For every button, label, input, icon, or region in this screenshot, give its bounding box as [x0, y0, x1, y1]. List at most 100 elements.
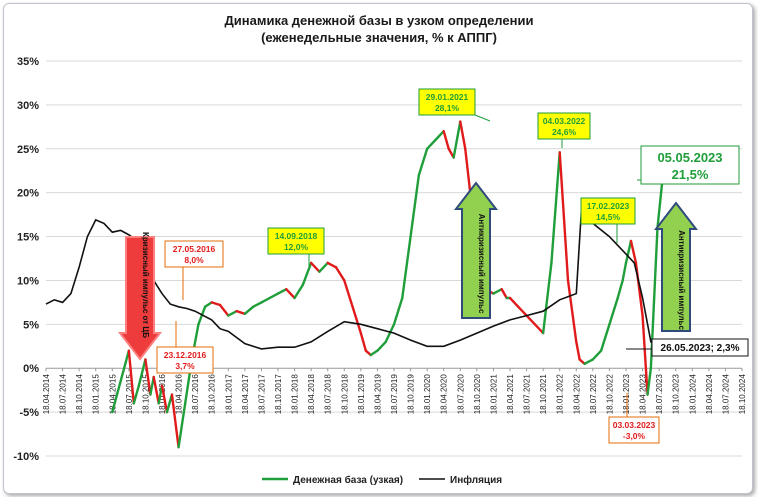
x-tick-label: 18.01.2018 [291, 374, 300, 415]
money-base-segment [359, 331, 368, 352]
money-base-segment [144, 358, 152, 396]
money-base-segment [392, 296, 404, 326]
money-base-segment [621, 261, 628, 282]
money-base-segment [641, 314, 649, 396]
annotation-value: -3,0% [623, 431, 646, 441]
x-tick-label: 18.07.2024 [721, 374, 730, 415]
money-base-segment [276, 288, 288, 295]
money-base-segment [646, 367, 653, 396]
x-tick-label: 18.01.2024 [688, 374, 697, 415]
x-tick-label: 18.07.2021 [523, 374, 532, 415]
annotation-box [651, 338, 749, 357]
x-tick-label: 18.10.2021 [539, 374, 548, 415]
inflation-line [45, 210, 693, 350]
money-base-segment [309, 261, 321, 273]
x-tick-label: 18.01.2021 [489, 374, 498, 415]
money-base-segment [541, 261, 553, 335]
x-tick-label: 18.07.2020 [456, 374, 465, 415]
money-base-segment [401, 235, 412, 300]
annotation-box [156, 346, 214, 374]
money-base-segment [260, 296, 271, 304]
anticrisis-arrow-2020-label: Антикризисный импульс [477, 214, 486, 314]
money-base-segment [177, 402, 187, 449]
chart-title: Динамика денежной базы в узком определен… [225, 13, 534, 28]
crisis-arrow-label: Кризисный импульс от ЦБ [141, 232, 150, 338]
money-base-segment [293, 283, 305, 300]
y-tick-label: 0% [23, 363, 39, 375]
money-base-segment [334, 266, 346, 282]
x-tick-label: 18.04.2018 [307, 374, 316, 415]
annotation-date: 27.05.2016 [173, 244, 216, 254]
money-base-segment [459, 120, 467, 150]
x-tick-label: 18.07.2015 [125, 374, 134, 415]
money-base-segment [550, 151, 561, 265]
x-tick-label: 18.10.2018 [340, 374, 349, 415]
annotation-box [164, 240, 224, 268]
y-tick-label: 10% [17, 275, 39, 287]
anticrisis-arrow-2020 [453, 181, 499, 319]
money-base-segment [533, 323, 545, 335]
x-tick-label: 18.04.2023 [639, 374, 648, 415]
money-base-segment [649, 296, 656, 370]
annotation-box [418, 88, 476, 116]
money-base-segment [132, 384, 141, 405]
x-tick-label: 18.07.2014 [59, 374, 68, 415]
y-tick-label: -10% [13, 451, 39, 463]
anticrisis-arrow-2023-label: Антикризисный импульс [677, 230, 686, 330]
money-base-segment [318, 261, 329, 273]
money-base-segment [591, 349, 603, 361]
annotation-date: 29.01.2021 [426, 92, 469, 102]
money-base-segment [170, 393, 180, 449]
anticrisis-arrow-2023 [653, 201, 699, 332]
x-tick-label: 18.04.2024 [705, 374, 714, 415]
x-tick-label: 18.10.2020 [473, 374, 482, 415]
money-base-segment [235, 309, 247, 315]
annotation-box [537, 112, 591, 140]
annotation-box [640, 145, 740, 185]
money-base-segment [434, 130, 445, 142]
money-base-segment [492, 288, 503, 295]
x-tick-label: 18.10.2014 [75, 374, 84, 415]
money-base-segment [517, 305, 528, 317]
annotation-box [267, 227, 325, 255]
annotation-box [580, 197, 636, 225]
money-base-segment [111, 349, 131, 414]
y-tick-label: 35% [17, 56, 39, 68]
x-tick-label: 18.10.2017 [274, 374, 283, 415]
x-tick-label: 18.01.2019 [357, 374, 366, 415]
money-base-segment [251, 301, 263, 308]
money-base-segment [616, 279, 624, 300]
money-base-segment [566, 279, 578, 344]
annotation-value: 8,0% [184, 255, 204, 265]
annotation-value: 24,6% [552, 127, 577, 137]
money-base-segment [452, 120, 462, 159]
annotation-value: 3,7% [175, 361, 195, 371]
money-base-segment [409, 173, 421, 238]
annotation-date: 03.03.2023 [613, 420, 656, 430]
money-base-segment [425, 138, 437, 150]
annotation-value: 21,5% [672, 167, 709, 182]
x-tick-label: 18.07.2016 [191, 374, 200, 415]
money-base-segment [583, 358, 595, 366]
money-base-segment [243, 305, 255, 315]
x-tick-label: 18.10.2024 [738, 374, 747, 415]
annotation-date: 14.09.2018 [275, 231, 318, 241]
impulse-arrows: Кризисный импульс от ЦБ Антикризисный имп… [117, 181, 699, 361]
money-base-segment [351, 305, 363, 335]
money-base-segment [599, 323, 611, 352]
annotation-box [608, 416, 660, 444]
money-base-segment [127, 349, 136, 405]
money-base-segment [210, 301, 222, 307]
annotation-value: 28,1% [435, 103, 460, 113]
annotation-date: 17.02.2023 [587, 201, 630, 211]
x-tick-label: 18.07.2019 [390, 374, 399, 415]
money-base-segment [227, 309, 238, 317]
x-tick-label: 18.01.2017 [224, 374, 233, 415]
y-axis: 35% 30% 25% 20% 15% 10% 5% 0% -5% -10% [13, 56, 39, 463]
y-tick-label: 15% [17, 232, 39, 244]
gridlines [45, 60, 743, 457]
x-tick-label: 18.07.2023 [655, 374, 664, 415]
money-base-segment [508, 296, 520, 308]
annotation-value: 12,0% [284, 242, 309, 252]
